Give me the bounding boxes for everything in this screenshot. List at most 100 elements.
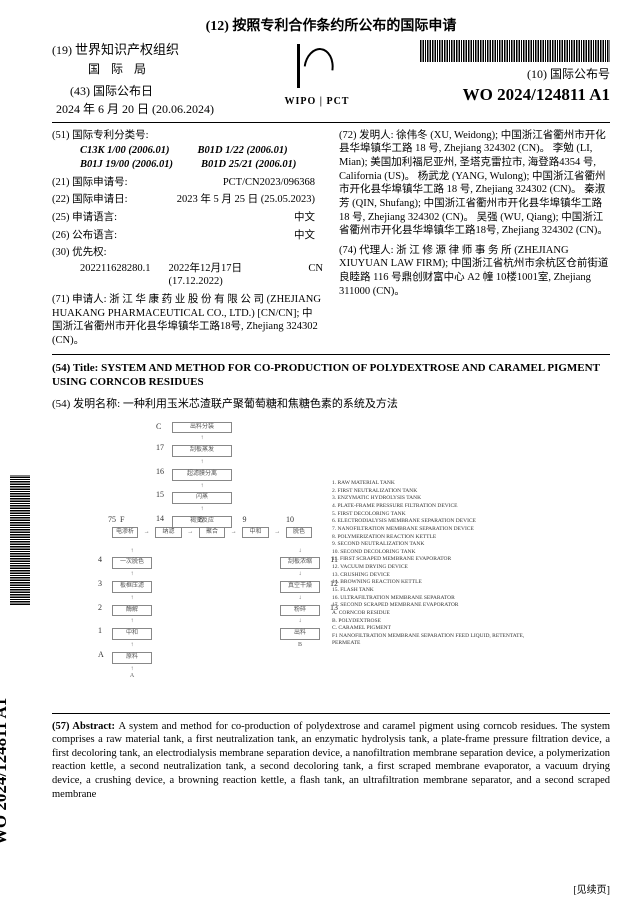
fc-label-3: 2 — [98, 603, 102, 613]
fc-label-4: 3 — [98, 579, 102, 589]
legend-item: 14. BROWNING REACTION KETTLE — [332, 579, 552, 586]
fc-label-11: 11 — [330, 555, 338, 565]
fc-box: 粉碎 — [280, 605, 320, 617]
header-right: (10) 国际公布号 WO 2024/124811 A1 — [420, 40, 610, 107]
fc-label-2: 1 — [98, 626, 102, 636]
title-block: (54) Title: SYSTEM AND METHOD FOR CO-PRO… — [52, 361, 610, 412]
fc-box: 出料分装 — [172, 422, 232, 434]
fc-label-10: 10 — [286, 515, 294, 525]
pubno-label: 国际公布号 — [550, 67, 610, 81]
legend-item: 5. FIRST DECOLORING TANK — [332, 511, 552, 518]
fc-label-b: B — [298, 642, 302, 648]
title-cn: 一种利用玉米芯渣联产聚葡萄糖和焦糖色素的系统及方法 — [123, 398, 398, 410]
flowchart-diagram: C 出料分装 ↑ 17 刮板蒸发 ↑ 16 超滤膜分离 ↑ 15 闪蒸 ↑ 14… — [112, 420, 312, 710]
fc-label-17: 17 — [156, 443, 164, 453]
abstract-text: A system and method for co-production of… — [52, 721, 610, 800]
legend-item: 16. ULTRAFILTRATION MEMBRANE SEPARATOR — [332, 595, 552, 602]
legend-item: 13. CRUSHING DEVICE — [332, 572, 552, 579]
fc-box: 中和 — [242, 527, 268, 539]
fc-label-6: 5 — [112, 515, 116, 525]
wipo-text: WIPO | PCT — [285, 95, 350, 108]
fc-box: 中和 — [112, 628, 152, 640]
publang-label: (26) 公布语言: — [52, 229, 150, 243]
legend-item: A. CORNCOB RESIDUE — [332, 610, 552, 617]
agent-label: (74) 代理人: — [339, 245, 394, 256]
title-en-label: (54) Title: — [52, 362, 101, 374]
legend-item: 3. ENZYMATIC HYDROLYSIS TANK — [332, 495, 552, 502]
legend-item: 12. VACUUM DRYING DEVICE — [332, 564, 552, 571]
ipc-label: (51) 国际专利分类号: — [52, 129, 323, 143]
legend-item: 15. FLASH TANK — [332, 587, 552, 594]
fc-box: 聚合 — [199, 527, 225, 539]
ipc-1a: C13K 1/00 (2006.01) — [80, 144, 170, 158]
legend-item: C. CARAMEL PIGMENT — [332, 625, 552, 632]
org-name-1: 世界知识产权组织 — [75, 42, 179, 57]
barcode-icon — [420, 40, 610, 62]
legend-item: 11. FIRST SCRAPED MEMBRANE EVAPORATOR — [332, 556, 552, 563]
fc-box: 出料 — [280, 628, 320, 640]
org-name-2: 国 际 局 — [88, 60, 214, 78]
filinglang-label: (25) 申请语言: — [52, 211, 150, 225]
fc-box: 板框压滤 — [112, 581, 152, 593]
fc-label-a: A — [130, 673, 134, 679]
appdate-value: 2023 年 5 月 25 日 (25.05.2023) — [150, 193, 323, 207]
fc-label-c: C — [156, 422, 161, 432]
divider — [52, 122, 610, 123]
legend-item: 8. POLYMERIZATION REACTION KETTLE — [332, 534, 552, 541]
fc-box: 刮板蒸发 — [172, 445, 232, 457]
fc-box: 一次脱色 — [112, 557, 152, 569]
legend-item: 10. SECOND DECOLORING TANK — [332, 549, 552, 556]
abstract-label: (57) Abstract: — [52, 721, 119, 732]
spine-pubno: WO 2024/124811 A1 — [0, 698, 12, 845]
legend-item: 1. RAW MATERIAL TANK — [332, 480, 552, 487]
biblio-section: (51) 国际专利分类号: C13K 1/00 (2006.01) B01D 1… — [52, 127, 610, 350]
appno-label: (21) 国际申请号: — [52, 176, 150, 190]
inventors-label: (72) 发明人: — [339, 130, 394, 141]
header-block: (19) 世界知识产权组织 国 际 局 (43) 国际公布日 2024 年 6 … — [52, 40, 610, 118]
pub-date-label: 国际公布日 — [93, 84, 153, 98]
header-left: (19) 世界知识产权组织 国 际 局 (43) 国际公布日 2024 年 6 … — [52, 40, 214, 118]
org-number: (19) — [52, 43, 72, 57]
appno-value: PCT/CN2023/096368 — [150, 176, 323, 190]
fc-label-8: 8 — [199, 515, 203, 525]
fc-box: 真空干燥 — [280, 581, 320, 593]
ipc-1b: B01D 1/22 (2006.01) — [198, 144, 288, 158]
fc-label-16: 16 — [156, 467, 164, 477]
legend-item: 9. SECOND NEUTRALIZATION TANK — [332, 541, 552, 548]
fc-box: 刮板浓缩 — [280, 557, 320, 569]
spine-barcode-icon — [10, 475, 30, 605]
kind-code-line: (12) 按照专利合作条约所公布的国际申请 — [52, 18, 610, 36]
divider — [52, 713, 610, 714]
publang-value: 中文 — [150, 229, 323, 243]
fc-label-f: F — [120, 515, 124, 525]
fc-box: 原料 — [112, 652, 152, 664]
fc-box: 纳滤 — [155, 527, 181, 539]
title-cn-label: (54) 发明名称: — [52, 398, 120, 410]
fc-label-9: 9 — [242, 515, 246, 525]
ipc-2b: B01D 25/21 (2006.01) — [201, 158, 296, 172]
legend-item: F1 NANOFILTRATION MEMBRANE SEPARATION FE… — [332, 633, 552, 647]
ipc-2a: B01J 19/00 (2006.01) — [80, 158, 173, 172]
publication-number: WO 2024/124811 A1 — [420, 83, 610, 107]
biblio-left-col: (51) 国际专利分类号: C13K 1/00 (2006.01) B01D 1… — [52, 127, 323, 350]
wipo-logo-icon — [297, 44, 336, 88]
fc-box: 闪蒸 — [172, 492, 232, 504]
inventors-text: 徐伟冬 (XU, Weidong); 中国浙江省衢州市开化县华埠镇华工路 18 … — [339, 130, 608, 236]
legend-item: 17. SECOND SCRAPED MEMBRANE EVAPORATOR — [332, 602, 552, 609]
biblio-right-col: (72) 发明人: 徐伟冬 (XU, Weidong); 中国浙江省衢州市开化县… — [339, 127, 610, 350]
priority-label: (30) 优先权: — [52, 246, 323, 260]
priority-date: 2022年12月17日 (17.12.2022) — [169, 262, 291, 289]
fc-box: 超滤膜分离 — [172, 469, 232, 481]
legend-item: 7. NANOFILTRATION MEMBRANE SEPARATION DE… — [332, 526, 552, 533]
priority-cc: CN — [308, 262, 323, 289]
legend-item: 2. FIRST NEUTRALIZATION TANK — [332, 488, 552, 495]
fc-label-12: 12 — [330, 579, 338, 589]
legend-item: 6. ELECTRODIALYSIS MEMBRANE SEPARATION D… — [332, 518, 552, 525]
title-en: SYSTEM AND METHOD FOR CO-PRODUCTION OF P… — [52, 362, 600, 388]
pub-date-num: (43) — [70, 84, 90, 98]
continued-label: [见续页] — [573, 884, 610, 897]
fc-label-7: 7 — [108, 515, 112, 525]
fc-label-1: A — [98, 650, 104, 660]
header-center: WIPO | PCT — [285, 44, 350, 108]
fc-label-5: 4 — [98, 555, 102, 565]
